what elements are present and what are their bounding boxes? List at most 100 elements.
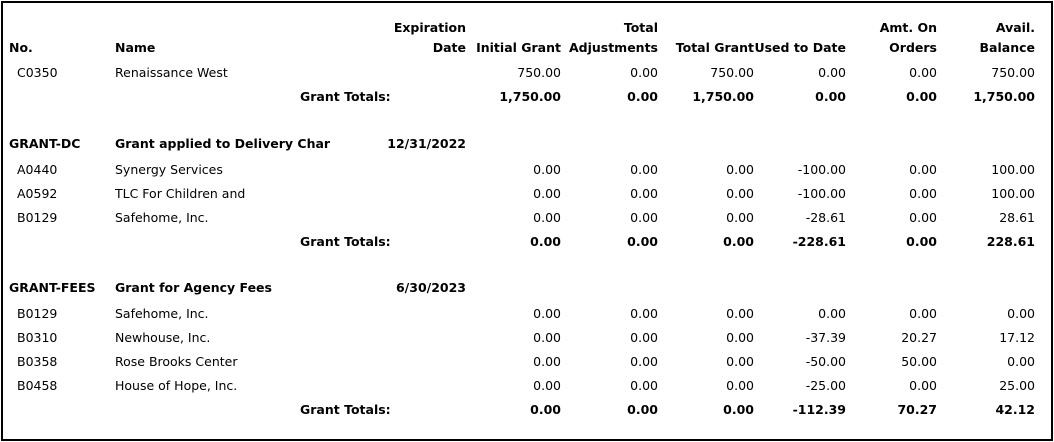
group-0-row-0-initial: 0.00: [533, 162, 561, 177]
top-row-0-adj: 0.00: [630, 65, 658, 80]
top-row-0-name: Renaissance West: [115, 65, 228, 80]
group-0-totals-total: 0.00: [723, 234, 754, 249]
group-0-row-2-adj: 0.00: [630, 210, 658, 225]
group-1-totals-avail: 42.12: [995, 402, 1035, 417]
group-0-row-0-used: -100.00: [797, 162, 846, 177]
group-1-row-3-used: -25.00: [805, 378, 846, 393]
col-header-used-to-date: Used to Date: [754, 40, 846, 55]
group-0-totals-avail: 228.61: [986, 234, 1035, 249]
group-0-row-0-name: Synergy Services: [115, 162, 223, 177]
group-1-date: 6/30/2023: [395, 280, 466, 295]
top-totals-adj: 0.00: [627, 89, 658, 104]
group-1-totals-total: 0.00: [723, 402, 754, 417]
group-1-row-3-avail: 25.00: [999, 378, 1035, 393]
group-0-row-0-orders: 0.00: [909, 162, 937, 177]
group-1-row-3-initial: 0.00: [533, 378, 561, 393]
group-0-row-2-avail: 28.61: [999, 210, 1035, 225]
group-1-row-2-no: B0358: [17, 354, 58, 369]
group-1-row-0-avail: 0.00: [1007, 306, 1035, 321]
group-0-totals-initial: 0.00: [530, 234, 561, 249]
col-header-total-adjustments-line2: Adjustments: [568, 40, 658, 55]
top-row-0-no: C0350: [17, 65, 58, 80]
group-0-date: 12/31/2022: [387, 136, 466, 151]
col-header-no: No.: [9, 40, 33, 55]
col-header-amt-on-orders-line1: Amt. On: [879, 20, 937, 35]
group-1-totals-used: -112.39: [792, 402, 846, 417]
group-1-totals-initial: 0.00: [530, 402, 561, 417]
group-0-row-1-used: -100.00: [797, 186, 846, 201]
group-1-row-0-orders: 0.00: [909, 306, 937, 321]
col-header-expiration-line1: Expiration: [393, 20, 466, 35]
group-1-row-0-no: B0129: [17, 306, 58, 321]
group-1-row-0-total: 0.00: [726, 306, 754, 321]
top-totals-label: Grant Totals:: [300, 89, 391, 104]
group-1-row-3-name: House of Hope, Inc.: [115, 378, 238, 393]
col-header-expiration-line2: Date: [432, 40, 466, 55]
group-0-row-1-initial: 0.00: [533, 186, 561, 201]
group-0-row-2-used: -28.61: [805, 210, 846, 225]
group-0-row-0-total: 0.00: [726, 162, 754, 177]
group-1-row-2-orders: 50.00: [901, 354, 937, 369]
group-1-totals-orders: 70.27: [897, 402, 937, 417]
top-totals-initial: 1,750.00: [499, 89, 561, 104]
col-header-total-grant: Total Grant: [675, 40, 754, 55]
group-1-totals-label: Grant Totals:: [300, 402, 391, 417]
group-1-row-0-used: 0.00: [818, 306, 846, 321]
group-1-row-3-orders: 0.00: [909, 378, 937, 393]
col-header-amt-on-orders-line2: Orders: [889, 40, 937, 55]
group-1-row-1-used: -37.39: [805, 330, 846, 345]
group-1-row-0-initial: 0.00: [533, 306, 561, 321]
group-0-row-0-no: A0440: [17, 162, 58, 177]
top-totals-used: 0.00: [815, 89, 846, 104]
group-1-row-1-orders: 20.27: [901, 330, 937, 345]
group-0-row-0-adj: 0.00: [630, 162, 658, 177]
group-1-totals-adj: 0.00: [627, 402, 658, 417]
group-1-row-2-avail: 0.00: [1007, 354, 1035, 369]
group-1-row-2-name: Rose Brooks Center: [115, 354, 238, 369]
group-0-row-0-avail: 100.00: [991, 162, 1035, 177]
group-1-row-0-name: Safehome, Inc.: [115, 306, 209, 321]
group-1-code: GRANT-FEES: [9, 280, 96, 295]
group-0-row-1-orders: 0.00: [909, 186, 937, 201]
group-0-totals-orders: 0.00: [906, 234, 937, 249]
col-header-initial-grant: Initial Grant: [476, 40, 561, 55]
group-1-row-1-no: B0310: [17, 330, 58, 345]
group-1-row-1-adj: 0.00: [630, 330, 658, 345]
group-0-row-1-total: 0.00: [726, 186, 754, 201]
group-1-row-3-no: B0458: [17, 378, 58, 393]
group-1-row-3-total: 0.00: [726, 378, 754, 393]
top-row-0-avail: 750.00: [991, 65, 1035, 80]
group-0-row-2-no: B0129: [17, 210, 58, 225]
group-1-row-2-total: 0.00: [726, 354, 754, 369]
col-header-avail-balance-line1: Avail.: [995, 20, 1035, 35]
top-row-0-orders: 0.00: [909, 65, 937, 80]
group-0-code: GRANT-DC: [9, 136, 81, 151]
group-1-row-1-name: Newhouse, Inc.: [115, 330, 211, 345]
group-1-row-2-adj: 0.00: [630, 354, 658, 369]
group-0-name: Grant applied to Delivery Char: [115, 136, 331, 151]
group-1-row-2-initial: 0.00: [533, 354, 561, 369]
group-1-row-1-avail: 17.12: [999, 330, 1035, 345]
group-0-totals-used: -228.61: [792, 234, 846, 249]
group-1-name: Grant for Agency Fees: [115, 280, 272, 295]
top-row-0-used: 0.00: [818, 65, 846, 80]
group-1-row-1-initial: 0.00: [533, 330, 561, 345]
col-header-total-adjustments-line1: Total: [623, 20, 658, 35]
group-0-totals-adj: 0.00: [627, 234, 658, 249]
group-0-totals-label: Grant Totals:: [300, 234, 391, 249]
group-1-row-3-adj: 0.00: [630, 378, 658, 393]
top-totals-avail: 1,750.00: [973, 89, 1035, 104]
group-1-row-1-total: 0.00: [726, 330, 754, 345]
top-row-0-initial: 750.00: [517, 65, 561, 80]
group-0-row-1-name: TLC For Children and: [115, 186, 246, 201]
group-0-row-1-adj: 0.00: [630, 186, 658, 201]
group-0-row-2-total: 0.00: [726, 210, 754, 225]
top-totals-orders: 0.00: [906, 89, 937, 104]
col-header-name: Name: [115, 40, 156, 55]
col-header-avail-balance-line2: Balance: [979, 40, 1035, 55]
group-0-row-2-initial: 0.00: [533, 210, 561, 225]
group-0-row-1-no: A0592: [17, 186, 58, 201]
top-totals-total: 1,750.00: [692, 89, 754, 104]
group-0-row-2-orders: 0.00: [909, 210, 937, 225]
